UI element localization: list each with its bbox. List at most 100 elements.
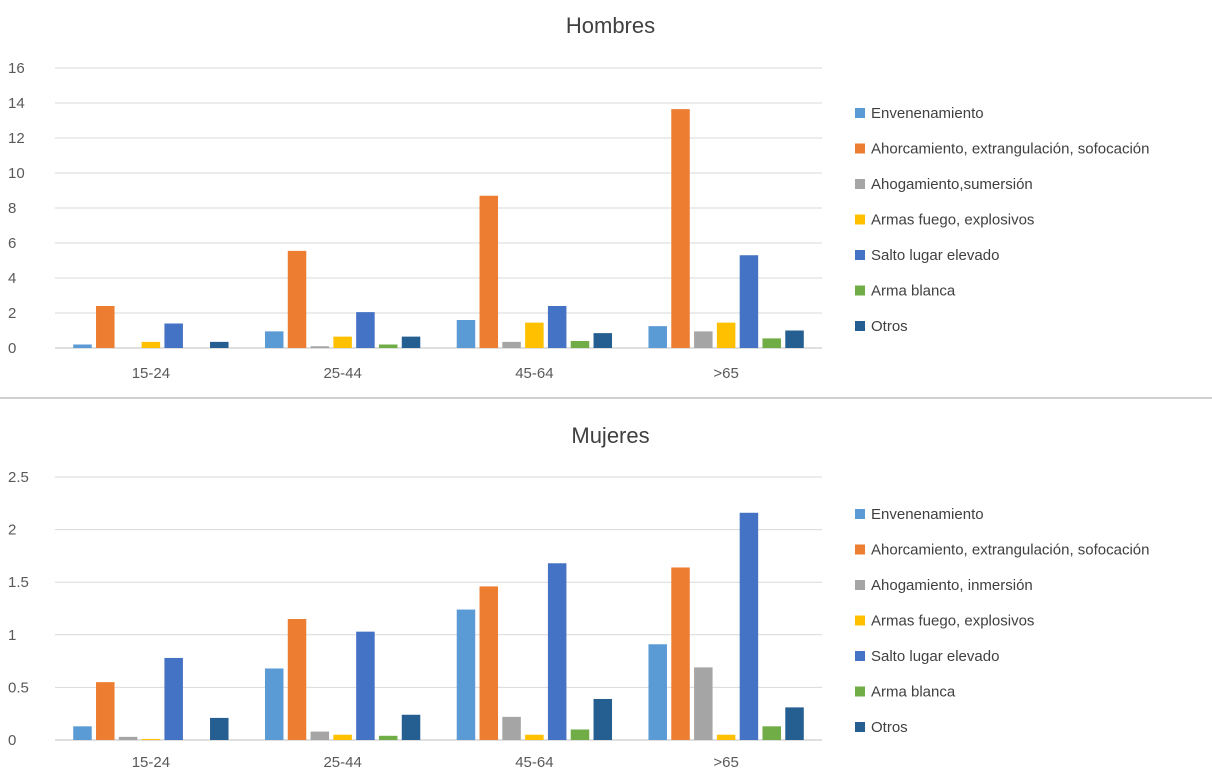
legend-label: Arma blanca xyxy=(871,684,956,701)
chart-title: Mujeres xyxy=(571,423,649,448)
bar xyxy=(739,512,759,740)
bar xyxy=(547,563,567,740)
legend-swatch xyxy=(855,321,865,331)
bar xyxy=(141,341,161,348)
x-tick-label: 25-44 xyxy=(323,365,361,382)
bar xyxy=(378,735,398,740)
x-tick-label: 45-64 xyxy=(515,365,553,382)
bar xyxy=(310,731,330,740)
y-tick-label: 2.5 xyxy=(8,469,29,486)
bar xyxy=(716,734,736,740)
y-tick-label: 14 xyxy=(8,95,25,112)
legend-swatch xyxy=(855,509,865,519)
legend-swatch xyxy=(855,686,865,697)
bar xyxy=(739,255,759,348)
bar xyxy=(593,333,613,348)
bar xyxy=(96,306,115,348)
bar xyxy=(502,716,521,740)
y-tick-label: 0 xyxy=(8,340,16,357)
legend-label: Salto lugar elevado xyxy=(871,648,999,665)
x-tick-label: 15-24 xyxy=(132,754,170,771)
legend-swatch xyxy=(855,108,865,118)
legend-swatch xyxy=(855,143,865,154)
bar xyxy=(456,320,476,348)
legend-swatch xyxy=(855,250,865,260)
bar xyxy=(164,323,183,348)
legend-swatch xyxy=(855,615,865,626)
bar xyxy=(333,336,352,348)
bar xyxy=(479,195,499,348)
bar xyxy=(356,631,375,740)
legend-label: Envenenamiento xyxy=(871,105,984,122)
bar xyxy=(570,341,590,348)
bar xyxy=(287,250,307,348)
legend-label: Ahorcamiento, extrangulación, sofocación xyxy=(871,542,1150,559)
bar xyxy=(264,668,284,740)
x-tick-label: 15-24 xyxy=(132,365,170,382)
legend-swatch xyxy=(855,179,865,189)
bar xyxy=(401,336,421,348)
bar xyxy=(785,330,804,348)
legend-label: Envenenamiento xyxy=(871,506,984,523)
x-tick-label: 45-64 xyxy=(515,754,553,771)
legend-label: Otros xyxy=(871,318,908,335)
bar xyxy=(73,726,92,740)
x-tick-label: 25-44 xyxy=(323,754,361,771)
bar xyxy=(762,338,781,348)
x-tick-label: >65 xyxy=(713,754,738,771)
y-tick-label: 4 xyxy=(8,270,16,287)
y-tick-label: 10 xyxy=(8,165,25,182)
bar xyxy=(525,734,544,740)
bar xyxy=(785,707,804,740)
legend-swatch xyxy=(855,651,865,661)
legend-label: Ahorcamiento, extrangulación, sofocación xyxy=(871,141,1150,158)
legend-swatch xyxy=(855,580,865,590)
bar xyxy=(502,341,521,348)
bar xyxy=(96,682,115,740)
bar xyxy=(547,306,567,348)
bar xyxy=(479,586,499,740)
bar xyxy=(648,644,667,740)
y-tick-label: 12 xyxy=(8,130,25,147)
y-tick-label: 1.5 xyxy=(8,574,29,591)
legend-label: Armas fuego, explosivos xyxy=(871,212,1034,229)
bar xyxy=(401,714,421,740)
y-tick-label: 1 xyxy=(8,627,16,644)
y-tick-label: 16 xyxy=(8,60,25,77)
bar xyxy=(264,331,284,348)
y-tick-label: 2 xyxy=(8,522,16,539)
chart-title: Hombres xyxy=(566,13,655,38)
bar xyxy=(593,698,613,740)
bar xyxy=(762,726,781,740)
legend-label: Salto lugar elevado xyxy=(871,247,999,264)
y-tick-label: 6 xyxy=(8,235,16,252)
bar xyxy=(73,344,92,348)
bar xyxy=(310,346,330,348)
bar xyxy=(141,738,161,740)
bar xyxy=(716,322,736,348)
bar xyxy=(287,619,307,740)
bar xyxy=(164,657,183,740)
legend-swatch xyxy=(855,722,865,732)
legend-swatch xyxy=(855,214,865,225)
bar xyxy=(118,736,138,740)
legend-swatch xyxy=(855,285,865,296)
bar xyxy=(648,326,667,348)
y-tick-label: 2 xyxy=(8,305,16,322)
bar xyxy=(694,331,713,348)
bar xyxy=(356,312,375,348)
x-tick-label: >65 xyxy=(713,365,738,382)
y-tick-label: 8 xyxy=(8,200,16,217)
bar xyxy=(525,322,544,348)
bar xyxy=(456,609,476,740)
y-tick-label: 0.5 xyxy=(8,679,29,696)
legend-label: Ahogamiento,sumersión xyxy=(871,176,1033,193)
bar xyxy=(671,567,690,740)
bar xyxy=(378,344,398,348)
legend-swatch xyxy=(855,544,865,555)
bar xyxy=(694,667,713,740)
legend-label: Otros xyxy=(871,719,908,736)
legend-label: Ahogamiento, inmersión xyxy=(871,577,1033,594)
